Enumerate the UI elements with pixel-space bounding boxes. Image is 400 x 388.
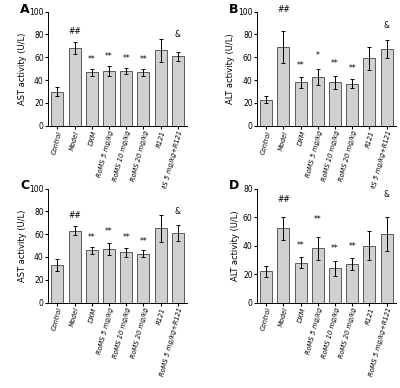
Bar (380, 234, 392, 303)
Text: **: ** (105, 52, 113, 61)
Y-axis label: AST activity (U/L): AST activity (U/L) (18, 33, 26, 105)
Bar (103, 71, 115, 126)
Bar (86, 250, 98, 303)
Bar (154, 229, 166, 303)
Text: D: D (229, 179, 239, 192)
Bar (52, 92, 64, 126)
Y-axis label: ALT activity (U/L): ALT activity (U/L) (231, 210, 240, 281)
Text: **: ** (348, 242, 356, 251)
Text: ##: ## (68, 27, 81, 36)
Bar (363, 246, 375, 303)
Bar (137, 254, 149, 303)
Text: *: * (316, 50, 320, 60)
Text: **: ** (314, 215, 322, 224)
Text: **: ** (88, 233, 96, 242)
Bar (69, 48, 81, 126)
Bar (312, 77, 324, 126)
Text: ##: ## (277, 195, 290, 204)
Text: **: ** (88, 55, 96, 64)
Text: C: C (20, 179, 29, 192)
Text: A: A (20, 2, 30, 16)
Bar (260, 271, 272, 303)
Bar (52, 265, 64, 303)
Text: B: B (229, 2, 238, 16)
Bar (69, 231, 81, 303)
Text: ##: ## (277, 5, 290, 14)
Text: **: ** (348, 64, 356, 73)
Bar (278, 47, 290, 126)
Bar (329, 82, 341, 126)
Bar (120, 71, 132, 126)
Bar (295, 82, 307, 126)
Bar (154, 50, 166, 126)
Bar (363, 59, 375, 126)
Text: **: ** (140, 237, 147, 246)
Text: &: & (175, 30, 181, 39)
Bar (172, 233, 184, 303)
Bar (346, 264, 358, 303)
Text: **: ** (105, 227, 113, 236)
Text: **: ** (331, 244, 339, 253)
Bar (295, 263, 307, 303)
Bar (346, 83, 358, 126)
Text: ##: ## (68, 211, 81, 220)
Bar (312, 248, 324, 303)
Text: &: & (175, 207, 181, 216)
Text: **: ** (297, 61, 304, 70)
Text: &: & (384, 21, 390, 30)
Bar (278, 229, 290, 303)
Text: **: ** (122, 54, 130, 63)
Text: **: ** (297, 241, 304, 250)
Bar (172, 56, 184, 126)
Bar (86, 72, 98, 126)
Bar (260, 99, 272, 126)
Text: **: ** (140, 55, 147, 64)
Bar (103, 249, 115, 303)
Text: **: ** (331, 59, 339, 68)
Bar (137, 72, 149, 126)
Bar (380, 49, 392, 126)
Bar (120, 253, 132, 303)
Y-axis label: AST activity (U/L): AST activity (U/L) (18, 210, 26, 282)
Text: &: & (384, 189, 390, 199)
Bar (329, 268, 341, 303)
Y-axis label: ALT activity (U/L): ALT activity (U/L) (226, 33, 235, 104)
Text: **: ** (122, 233, 130, 242)
